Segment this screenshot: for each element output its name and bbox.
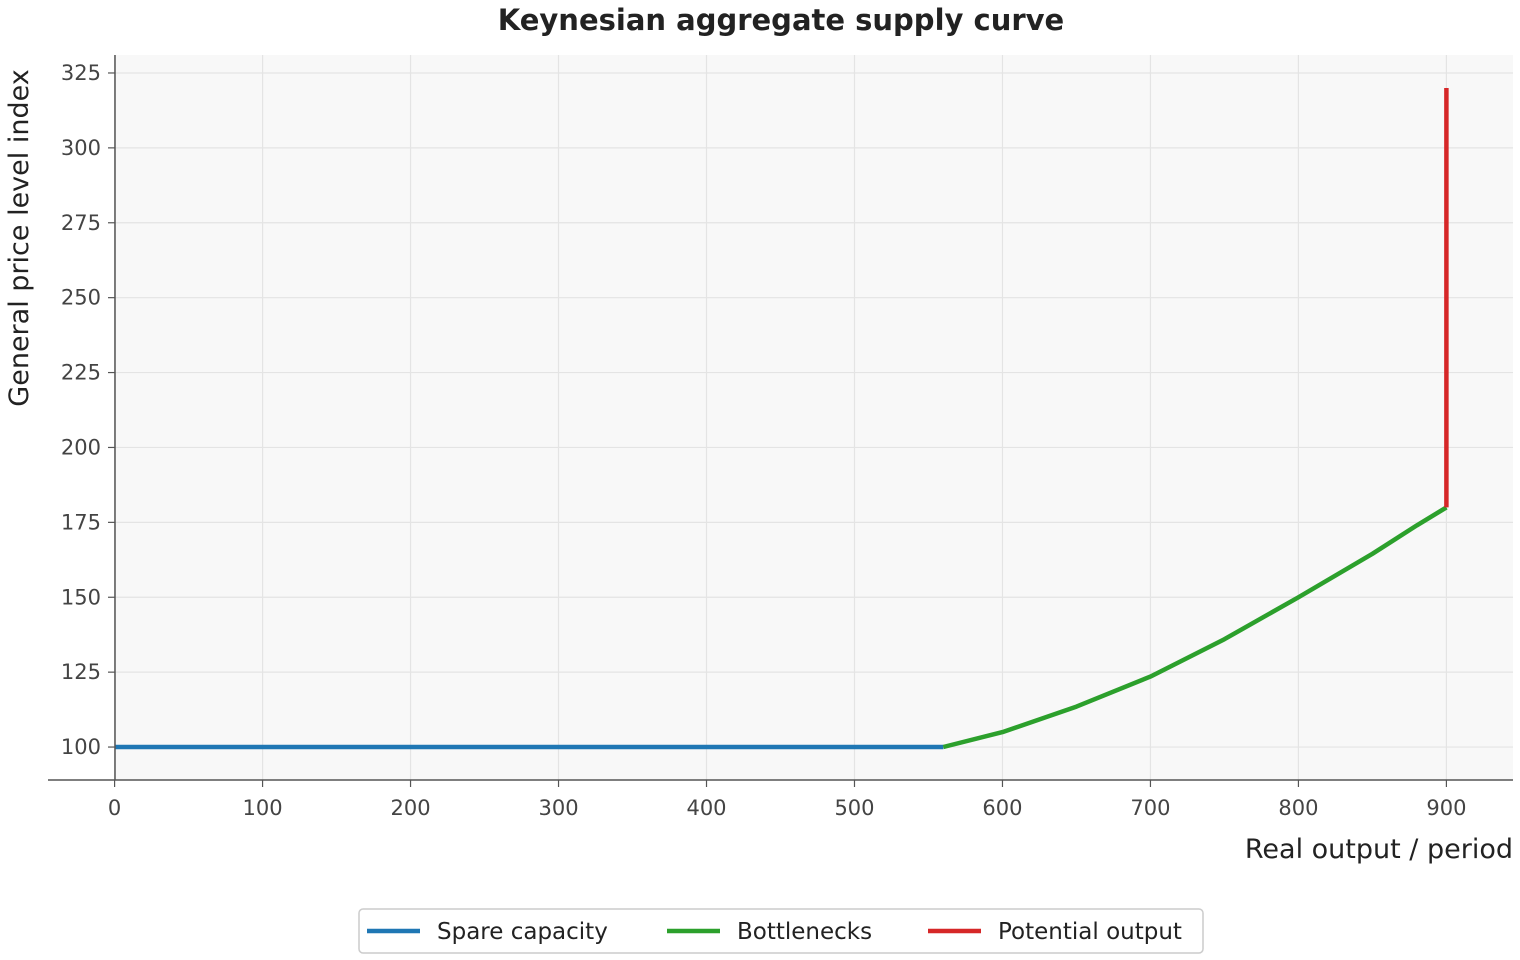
legend-label: Bottlenecks: [737, 919, 872, 945]
y-ticks: 100 125 150 175 200 225 250 275 300 325: [61, 61, 115, 759]
y-tick-label: 150: [61, 585, 101, 609]
x-tick-label: 100: [243, 796, 283, 820]
x-tick-label: 500: [834, 796, 874, 820]
y-tick-label: 250: [61, 286, 101, 310]
y-axis-label: General price level index: [4, 69, 35, 406]
legend: Spare capacity Bottlenecks Potential outpu…: [358, 908, 1204, 954]
legend-label: Potential output: [998, 919, 1182, 945]
x-tick-label: 400: [686, 796, 726, 820]
y-tick-label: 125: [61, 660, 101, 684]
y-tick-label: 225: [61, 361, 101, 385]
chart-title: Keynesian aggregate supply curve: [498, 3, 1064, 37]
x-tick-label: 300: [538, 796, 578, 820]
legend-box: [358, 908, 1204, 954]
x-tick-label: 200: [391, 796, 431, 820]
series-line-bottlenecks: [942, 505, 1448, 750]
x-tick-label: 700: [1130, 796, 1170, 820]
y-tick-label: 300: [61, 136, 101, 160]
x-tick-label: 0: [108, 796, 121, 820]
plot-background: [115, 55, 1513, 780]
y-tick-label: 325: [61, 61, 101, 85]
y-tick-label: 275: [61, 211, 101, 235]
y-tick-label: 200: [61, 435, 101, 459]
x-axis-label: Real output / period: [1245, 834, 1513, 865]
legend-label: Spare capacity: [437, 919, 608, 945]
x-tick-label: 600: [982, 796, 1022, 820]
x-tick-label: 800: [1278, 796, 1318, 820]
y-tick-label: 100: [61, 735, 101, 759]
x-tick-label: 900: [1426, 796, 1466, 820]
x-ticks: 0 100 200 300 400 500 600 700 800 900: [108, 780, 1466, 820]
y-tick-label: 175: [61, 510, 101, 534]
series-lines: [114, 88, 1449, 750]
